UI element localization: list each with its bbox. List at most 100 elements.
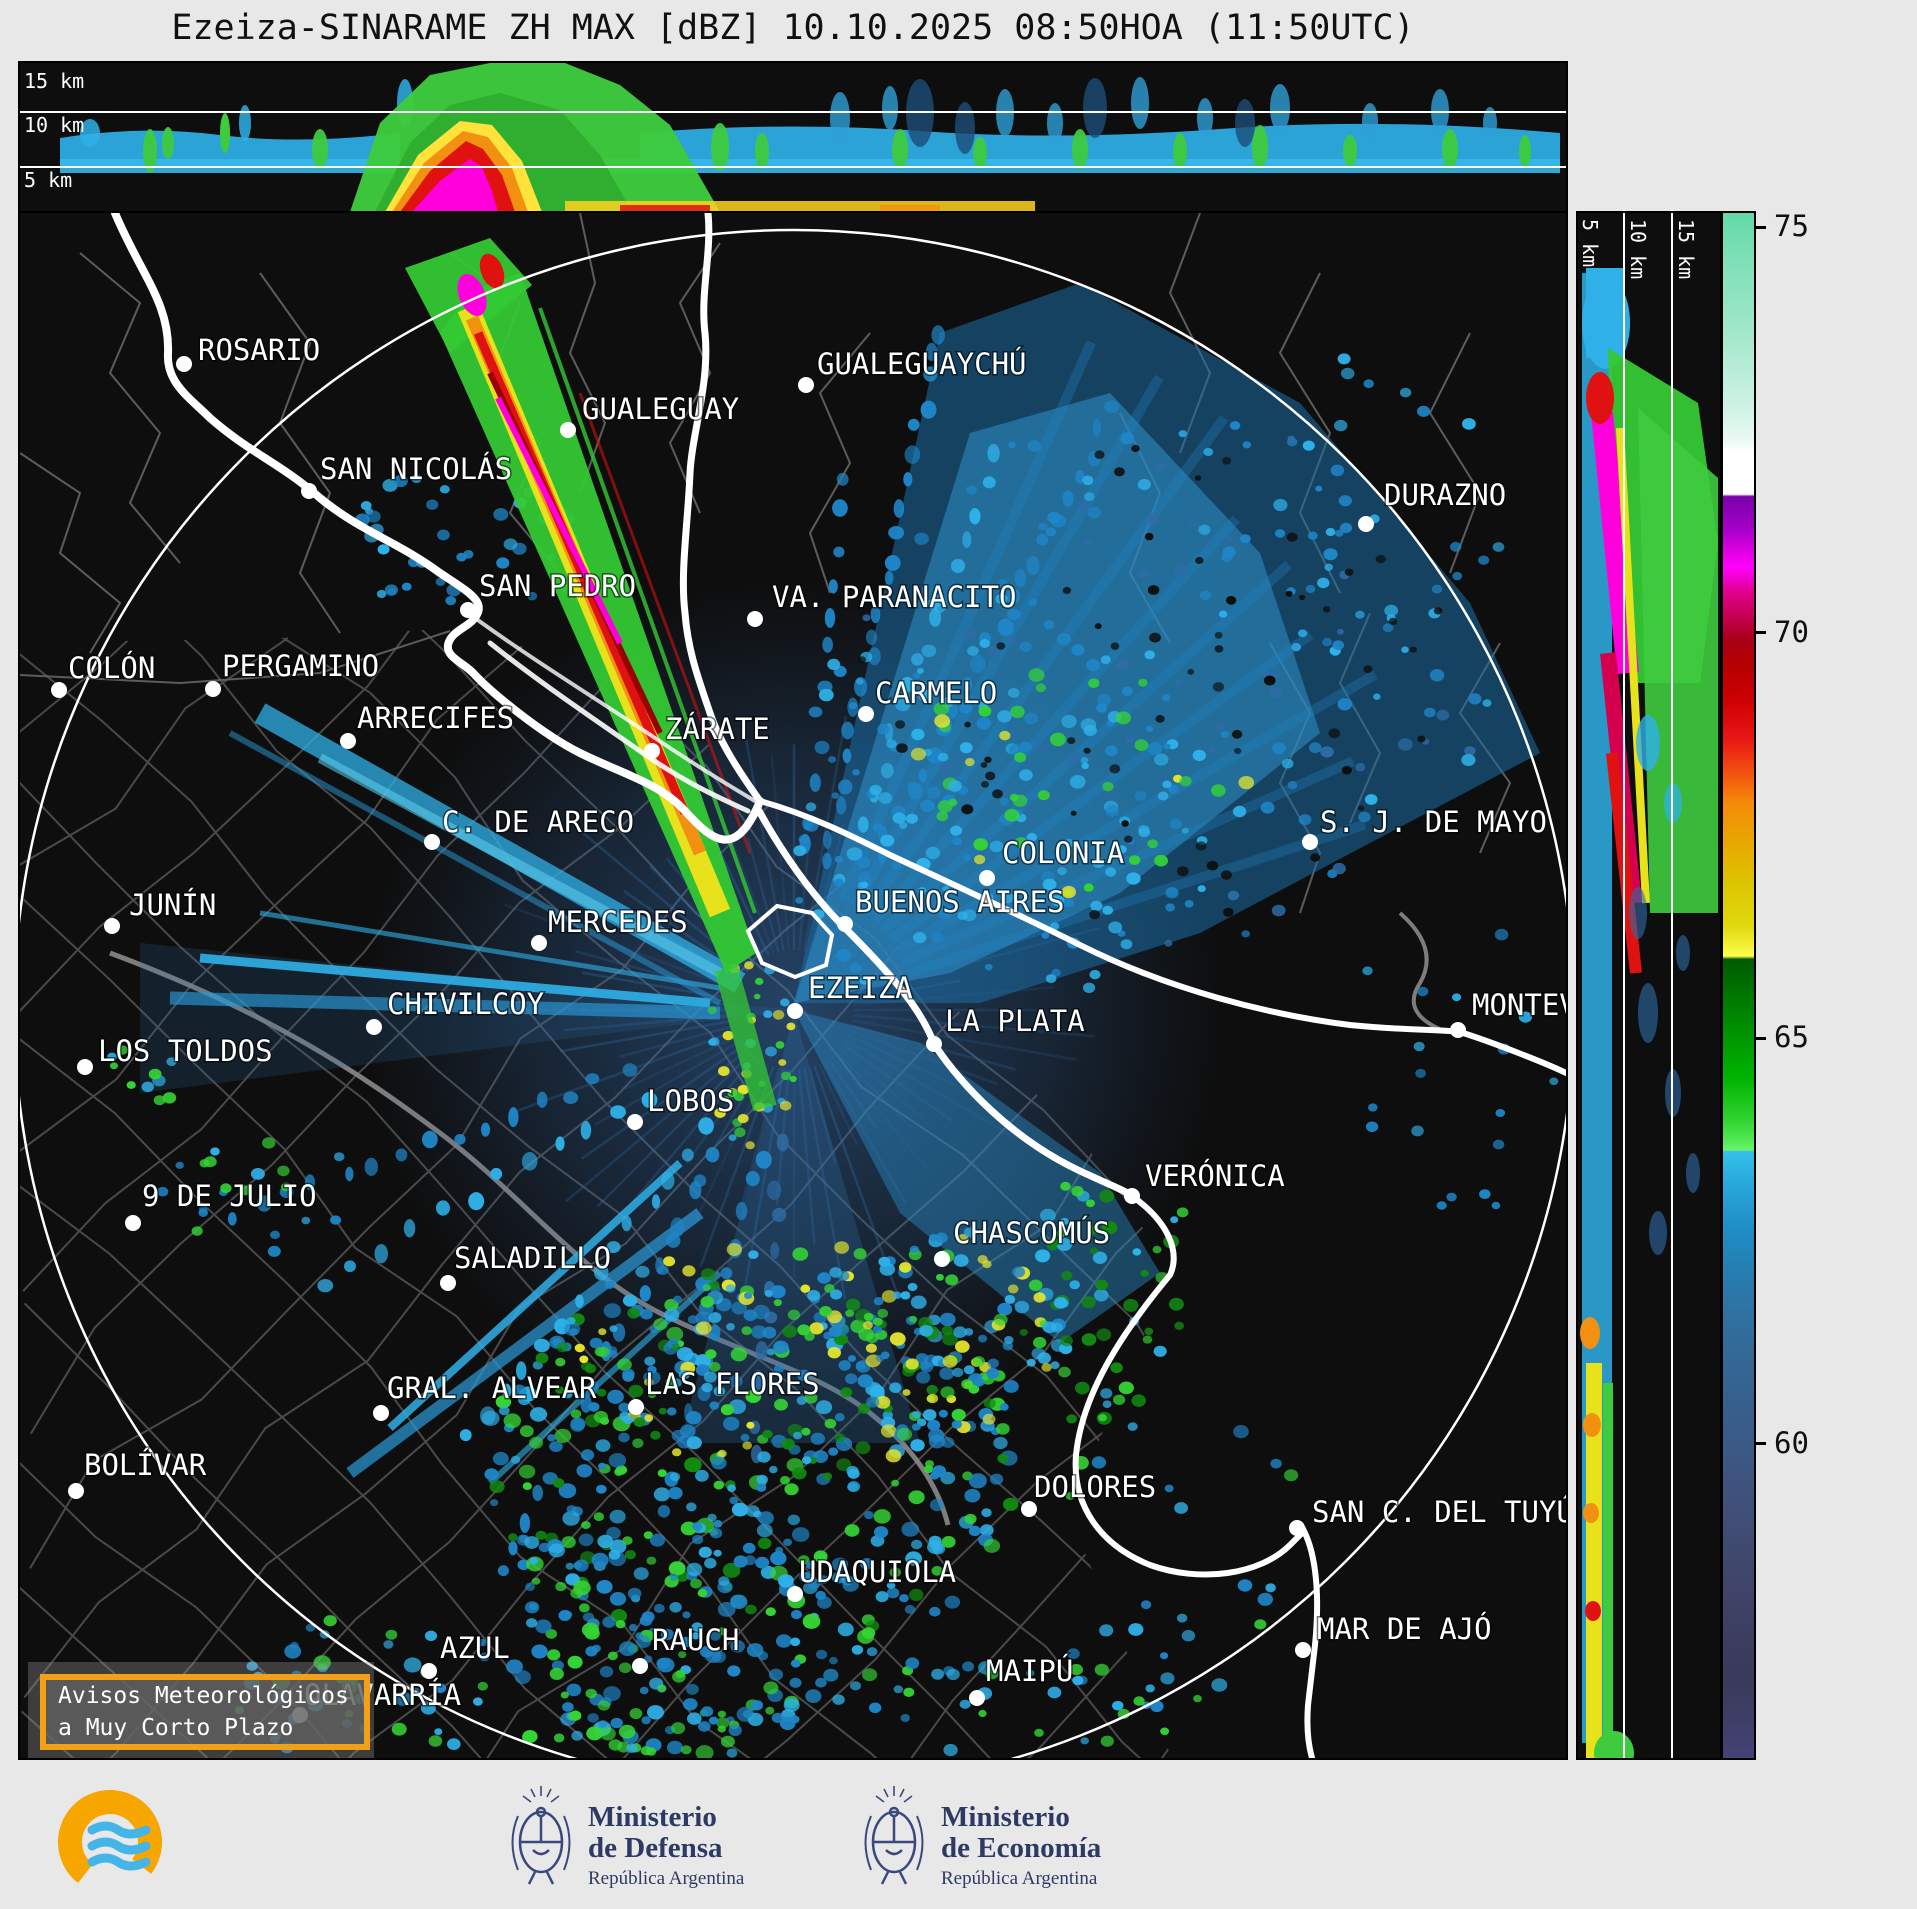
city-label: VERÓNICA (1145, 1159, 1285, 1193)
city-dot (934, 1251, 950, 1267)
city-dot (1302, 834, 1318, 850)
city-label: DURAZNO (1384, 478, 1506, 512)
economia-line-1: Ministerio (941, 1801, 1070, 1833)
city-label: MAIPÚ (986, 1654, 1073, 1688)
city-dot (1124, 1188, 1140, 1204)
city-dot (1289, 1520, 1305, 1536)
colorbar-tick-label: 60 (1774, 1425, 1809, 1460)
city-dot (340, 733, 356, 749)
defensa-line-1: Ministerio (588, 1801, 717, 1833)
top-cross-section-panel: 15 km 10 km 5 km (18, 61, 1568, 214)
right-panel-label-10km: 10 km (1626, 219, 1650, 280)
echo-wedges (140, 283, 1540, 1443)
city-label: CHASCOMÚS (953, 1216, 1110, 1250)
city-label: MERCEDES (548, 905, 688, 939)
city-label: LA PLATA (945, 1004, 1085, 1038)
colorbar-tick-label: 70 (1774, 614, 1809, 649)
city-label: LOS TOLDOS (98, 1034, 273, 1068)
city-dot (1021, 1501, 1037, 1517)
city-label: COLONIA (1002, 836, 1124, 870)
city-dot (1295, 1642, 1311, 1658)
city-label: MONTEV (1472, 988, 1566, 1022)
city-dot (632, 1658, 648, 1674)
city-label: SALADILLO (454, 1241, 611, 1275)
city-dot (926, 1036, 942, 1052)
city-label: GUALEGUAYCHÚ (817, 347, 1027, 381)
city-label: GUALEGUAY (582, 392, 739, 426)
city-label: ROSARIO (198, 333, 320, 367)
radar-map-graphic: ROSARIO GUALEGUAYCHÚ GUALEGUAY SAN NICOLÁS D… (12, 209, 1578, 1792)
city-dot (787, 1003, 803, 1019)
city-dot (125, 1215, 141, 1231)
reflectivity-colorbar (1721, 211, 1756, 1760)
right-panel-label-5km: 5 km (1578, 219, 1602, 268)
warning-box-backdrop: Avisos Meteorológicos a Muy Corto Plazo (28, 1662, 374, 1758)
city-label: ZÁRATE (665, 712, 770, 746)
city-dot (627, 1114, 643, 1130)
city-label: BOLÍVAR (84, 1448, 207, 1482)
city-dot (1450, 1022, 1466, 1038)
city-dot (747, 611, 763, 627)
right-panel-label-15km: 15 km (1674, 219, 1698, 280)
city-dot (440, 1275, 456, 1291)
city-label: CHIVILCOY (387, 987, 544, 1021)
city-dot (51, 682, 67, 698)
colorbar-ticks: 757065605550454035302520151050−5−10−15 (1754, 209, 1914, 1863)
city-label: 9 DE JULIO (142, 1179, 317, 1213)
city-dot (787, 1586, 803, 1602)
economia-crest-icon (864, 1786, 924, 1885)
economia-line-2: de Economía (941, 1832, 1102, 1864)
city-label: AZUL (440, 1631, 510, 1665)
city-label: S. J. DE MAYO (1320, 805, 1547, 839)
city-label: GRAL. ALVEAR (387, 1371, 597, 1405)
defensa-line-3: República Argentina (588, 1868, 745, 1889)
city-label: ARRECIFES (357, 701, 514, 735)
right-cross-section-graphic (1580, 213, 1718, 1909)
city-dot (644, 743, 660, 759)
city-dot (373, 1405, 389, 1421)
defensa-line-2: de Defensa (588, 1832, 723, 1864)
city-dot (460, 602, 476, 618)
city-label: VA. PARANACITO (772, 580, 1016, 614)
city-label: SAN PEDRO (479, 569, 636, 603)
top-panel-label-15km: 15 km (24, 69, 85, 93)
city-label: SAN NICOLÁS (320, 452, 512, 486)
city-label: CARMELO (875, 676, 997, 710)
page-title: Ezeiza-SINARAME ZH MAX [dBZ] 10.10.2025 … (171, 8, 1415, 48)
top-panel-label-10km: 10 km (24, 113, 85, 137)
city-dot (969, 1690, 985, 1706)
colorbar-tick-label: 65 (1774, 1020, 1809, 1055)
city-label: C. DE ARECO (442, 805, 634, 839)
defensa-crest-icon (511, 1786, 571, 1885)
warning-line-2: a Muy Corto Plazo (58, 1715, 294, 1741)
city-dot (205, 681, 221, 697)
city-label: UDAQUIOLA (799, 1555, 956, 1589)
city-label: RAUCH (652, 1623, 739, 1657)
city-label: JUNÍN (129, 888, 216, 922)
city-dot (560, 422, 576, 438)
smn-logo-icon (58, 1790, 162, 1894)
economia-logo-text: Ministerio de Economía República Argenti… (941, 1802, 1101, 1890)
city-dot (858, 706, 874, 722)
dotted-spokes (227, 325, 1120, 1577)
city-dot (77, 1059, 93, 1075)
city-label: EZEIZA (808, 971, 913, 1005)
city-label: DOLORES (1034, 1470, 1156, 1504)
city-label: LAS FLORES (645, 1367, 820, 1401)
city-dot (176, 356, 192, 372)
city-label: MAR DE AJÓ (1317, 1612, 1492, 1646)
city-label: BUENOS AIRES (855, 885, 1065, 919)
defensa-logo-text: Ministerio de Defensa República Argentin… (588, 1802, 744, 1890)
city-dot (798, 377, 814, 393)
warning-box: Avisos Meteorológicos a Muy Corto Plazo (40, 1674, 370, 1750)
city-dot (366, 1019, 382, 1035)
top-cross-section-graphic (20, 63, 1566, 212)
city-label: COLÓN (68, 651, 155, 685)
city-dot (1358, 516, 1374, 532)
right-cross-section-panel: 5 km 10 km 15 km (1576, 211, 1722, 1909)
colorbar-tick-label: 75 (1774, 209, 1809, 243)
economia-line-3: República Argentina (941, 1868, 1098, 1889)
top-panel-label-5km: 5 km (24, 168, 73, 192)
city-dot (628, 1399, 644, 1415)
